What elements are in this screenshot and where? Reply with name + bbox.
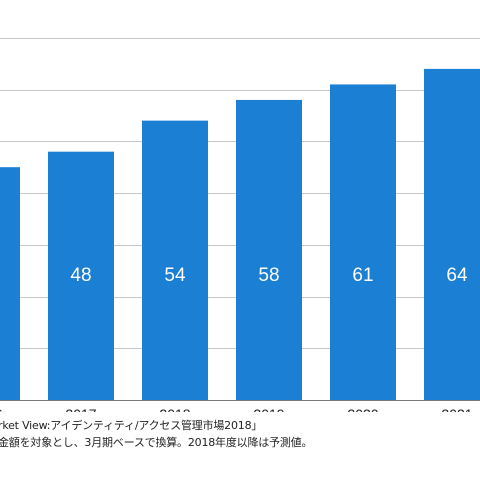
x-tick-2018: 2018 xyxy=(159,406,190,412)
x-tick-2019: 2019 xyxy=(253,406,284,412)
x-axis-tick-labels: 2016 2017 2018 2019 2020 2021 xyxy=(0,406,473,412)
x-tick-2020: 2020 xyxy=(347,406,378,412)
x-tick-2016: 2016 xyxy=(0,406,3,412)
source-note: rket View:アイデンティティ/アクセス管理市場2018」 xyxy=(0,419,263,432)
bar-2018 xyxy=(142,120,208,400)
data-label-2021: 64 xyxy=(446,265,468,286)
data-label-2017: 48 xyxy=(70,265,91,286)
data-label-2020: 61 xyxy=(352,265,373,286)
x-tick-2017: 2017 xyxy=(65,406,96,412)
bars: 48 54 58 61 64 xyxy=(0,68,480,401)
data-label-2018: 54 xyxy=(164,265,186,286)
bar-2020 xyxy=(330,84,396,400)
bar-2019 xyxy=(236,99,302,401)
x-tick-2021: 2021 xyxy=(441,406,472,412)
bar-2017 xyxy=(48,151,114,400)
bar-2016 xyxy=(0,167,20,400)
method-note: 金額を対象とし、3月期ベースで換算。2018年度以降は予測値。 xyxy=(0,436,313,449)
data-label-2019: 58 xyxy=(258,265,279,286)
bar-chart: 48 54 58 61 64 2016 2017 2018 2019 2020 2021 xyxy=(0,38,480,412)
bar-2021 xyxy=(424,68,480,400)
